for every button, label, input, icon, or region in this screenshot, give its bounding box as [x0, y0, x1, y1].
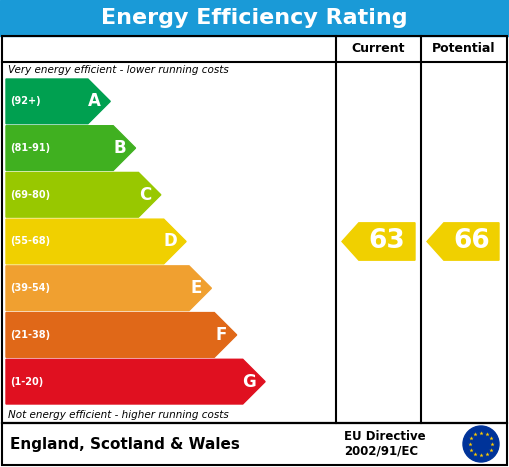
- Circle shape: [463, 426, 499, 462]
- Polygon shape: [6, 266, 211, 311]
- Polygon shape: [6, 219, 186, 264]
- Bar: [0, 0, 509, 36]
- Text: (69-80): (69-80): [10, 190, 50, 200]
- Polygon shape: [6, 312, 237, 357]
- Text: EU Directive: EU Directive: [344, 431, 426, 444]
- Text: A: A: [88, 92, 101, 110]
- Polygon shape: [6, 126, 135, 170]
- Text: (81-91): (81-91): [10, 143, 50, 153]
- Polygon shape: [6, 79, 110, 124]
- Text: (92+): (92+): [10, 96, 41, 106]
- Text: (21-38): (21-38): [10, 330, 50, 340]
- Text: Potential: Potential: [432, 42, 496, 56]
- Text: D: D: [163, 233, 177, 250]
- Text: F: F: [215, 326, 227, 344]
- Text: (1-20): (1-20): [10, 377, 43, 387]
- Text: Current: Current: [352, 42, 405, 56]
- Polygon shape: [342, 223, 415, 260]
- Text: England, Scotland & Wales: England, Scotland & Wales: [10, 437, 240, 452]
- Text: Not energy efficient - higher running costs: Not energy efficient - higher running co…: [8, 410, 229, 420]
- Bar: [2, 423, 507, 465]
- Polygon shape: [6, 359, 265, 404]
- Polygon shape: [6, 172, 161, 217]
- Text: C: C: [139, 186, 151, 204]
- Text: 66: 66: [453, 228, 490, 255]
- Bar: [2, 36, 507, 423]
- Text: 63: 63: [369, 228, 405, 255]
- Text: (39-54): (39-54): [10, 283, 50, 293]
- Text: Very energy efficient - lower running costs: Very energy efficient - lower running co…: [8, 65, 229, 75]
- Text: G: G: [243, 373, 257, 390]
- Text: (55-68): (55-68): [10, 236, 50, 247]
- Polygon shape: [427, 223, 499, 260]
- Text: 2002/91/EC: 2002/91/EC: [344, 445, 418, 458]
- Text: E: E: [190, 279, 202, 297]
- Text: Energy Efficiency Rating: Energy Efficiency Rating: [101, 8, 408, 28]
- Text: B: B: [114, 139, 126, 157]
